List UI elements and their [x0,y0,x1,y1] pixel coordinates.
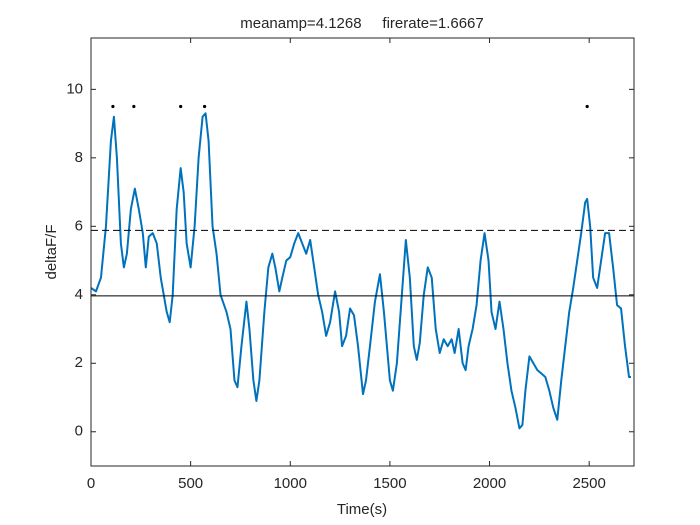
x-tick-label: 2500 [572,475,605,492]
x-tick-label: 1000 [274,475,307,492]
x-tick-label: 2000 [473,475,506,492]
event-marker [132,104,136,109]
event-marker [202,104,207,109]
y-axis-label: deltaF/F [43,224,60,279]
chart-title: meanamp=4.1268 firerate=1.6667 [240,15,484,32]
axes-box [90,37,635,467]
y-tick-label: 2 [75,354,83,371]
y-tick-label: 10 [66,80,83,97]
x-tick-label: 1500 [373,475,406,492]
y-tick-label: 8 [75,149,83,166]
x-axis-label: Time(s) [337,501,387,518]
event-marker [179,104,183,109]
data-line [90,112,632,430]
x-tick-label: 500 [178,475,203,492]
y-tick-label: 0 [75,423,83,440]
y-tick-label: 4 [75,286,83,303]
event-marker [111,104,115,109]
event-marker [585,104,589,109]
x-tick-label: 0 [87,475,95,492]
y-tick-label: 6 [75,217,83,234]
